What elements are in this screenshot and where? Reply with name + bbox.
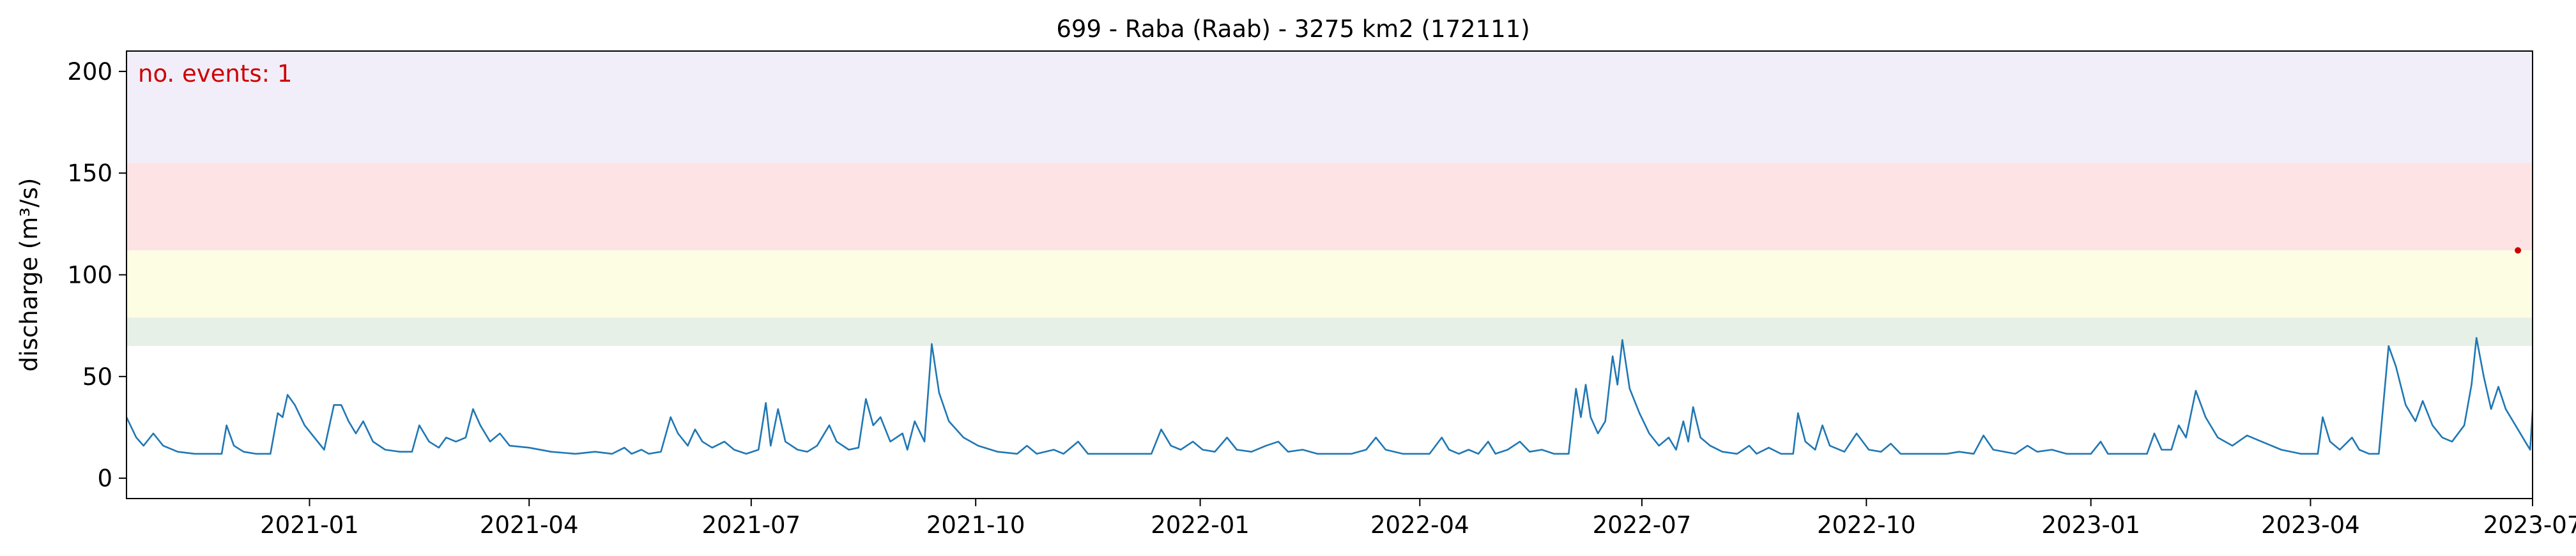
x-tick-label: 2022-01 xyxy=(1151,511,1250,539)
x-axis-ticks: 2021-01 2021-04 2021-07 2021-10 2022-01 2022-… xyxy=(260,499,2576,539)
threshold-band-2 xyxy=(126,163,2533,251)
y-tick-label: 150 xyxy=(67,160,112,187)
y-tick-label: 100 xyxy=(67,262,112,289)
x-tick-label: 2021-07 xyxy=(702,511,801,539)
y-axis-ticks: 0 50 100 150 200 xyxy=(67,58,126,492)
series-line-0 xyxy=(126,337,2533,455)
event-points xyxy=(2515,247,2522,254)
threshold-bands xyxy=(126,51,2533,347)
x-tick-label: 2023-04 xyxy=(2261,511,2360,539)
y-tick-label: 0 xyxy=(97,465,112,492)
x-tick-label: 2022-07 xyxy=(1593,511,1692,539)
x-tick-label: 2023-07 xyxy=(2483,511,2576,539)
events-annotation: no. events: 1 xyxy=(138,60,292,87)
y-axis-title: discharge (m³/s) xyxy=(15,178,43,372)
event-point-0 xyxy=(2515,247,2522,254)
series-line-group xyxy=(126,337,2533,455)
y-tick-label: 50 xyxy=(82,363,112,391)
chart-title: 699 - Raba (Raab) - 3275 km2 (172111) xyxy=(1056,15,1529,43)
threshold-band-1 xyxy=(126,250,2533,318)
threshold-band-3 xyxy=(126,51,2533,163)
threshold-band-0 xyxy=(126,317,2533,347)
y-tick-label: 200 xyxy=(67,58,112,86)
x-tick-label: 2022-04 xyxy=(1370,511,1469,539)
x-tick-label: 2022-10 xyxy=(1817,511,1916,539)
x-tick-label: 2021-04 xyxy=(480,511,579,539)
x-tick-label: 2021-01 xyxy=(260,511,359,539)
x-tick-label: 2023-01 xyxy=(2041,511,2140,539)
x-tick-label: 2021-10 xyxy=(926,511,1025,539)
